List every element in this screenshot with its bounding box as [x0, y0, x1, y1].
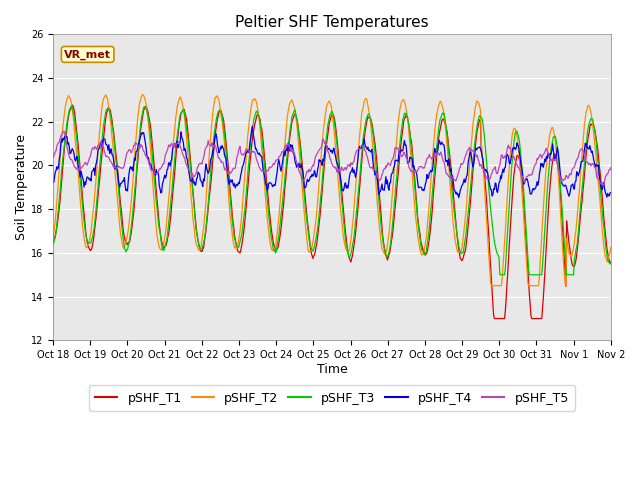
pSHF_T1	[607, 261, 614, 266]
pSHF_T4	[607, 190, 614, 196]
pSHF_T1	[49, 239, 57, 245]
pSHF_T1	[401, 115, 408, 121]
pSHF_T4	[455, 195, 463, 201]
pSHF_T5	[401, 150, 408, 156]
pSHF_T3	[401, 110, 408, 116]
pSHF_T5	[417, 164, 424, 169]
pSHF_T2	[607, 244, 614, 250]
pSHF_T2	[174, 101, 182, 107]
pSHF_T1	[174, 134, 182, 140]
pSHF_T4	[248, 123, 256, 129]
pSHF_T1	[68, 102, 76, 108]
pSHF_T3	[174, 128, 182, 133]
pSHF_T1	[117, 207, 125, 213]
pSHF_T4	[173, 139, 181, 144]
pSHF_T4	[116, 181, 124, 187]
pSHF_T5	[607, 165, 614, 170]
pSHF_T2	[417, 249, 424, 255]
pSHF_T5	[49, 155, 57, 160]
pSHF_T3	[68, 103, 76, 109]
Line: pSHF_T5: pSHF_T5	[53, 131, 611, 185]
pSHF_T5	[204, 143, 211, 149]
Y-axis label: Soil Temperature: Soil Temperature	[15, 134, 28, 240]
X-axis label: Time: Time	[317, 363, 348, 376]
Line: pSHF_T1: pSHF_T1	[53, 105, 611, 319]
pSHF_T3	[496, 272, 504, 277]
Title: Peltier SHF Temperatures: Peltier SHF Temperatures	[235, 15, 429, 30]
pSHF_T3	[204, 209, 211, 215]
Line: pSHF_T3: pSHF_T3	[53, 106, 611, 275]
pSHF_T2	[49, 234, 57, 240]
Legend: pSHF_T1, pSHF_T2, pSHF_T3, pSHF_T4, pSHF_T5: pSHF_T1, pSHF_T2, pSHF_T3, pSHF_T4, pSHF…	[89, 385, 575, 411]
pSHF_T4	[60, 135, 67, 141]
pSHF_T2	[138, 92, 146, 97]
pSHF_T1	[204, 214, 211, 220]
pSHF_T5	[600, 182, 607, 188]
pSHF_T2	[488, 283, 495, 288]
pSHF_T5	[174, 140, 182, 145]
Line: pSHF_T2: pSHF_T2	[53, 95, 611, 286]
pSHF_T4	[401, 138, 408, 144]
pSHF_T2	[116, 231, 124, 237]
Line: pSHF_T4: pSHF_T4	[53, 126, 611, 198]
pSHF_T5	[117, 166, 125, 171]
pSHF_T4	[417, 184, 424, 190]
pSHF_T3	[117, 218, 125, 224]
pSHF_T1	[60, 160, 67, 166]
pSHF_T3	[60, 154, 67, 160]
pSHF_T2	[204, 176, 211, 181]
pSHF_T3	[417, 242, 424, 248]
Text: VR_met: VR_met	[64, 49, 111, 60]
pSHF_T4	[203, 165, 211, 171]
pSHF_T1	[491, 316, 499, 322]
pSHF_T5	[60, 129, 67, 134]
pSHF_T2	[60, 121, 67, 127]
pSHF_T3	[49, 242, 57, 248]
pSHF_T3	[607, 261, 614, 266]
pSHF_T4	[49, 180, 57, 185]
pSHF_T5	[60, 128, 68, 134]
pSHF_T2	[401, 98, 408, 104]
pSHF_T1	[417, 238, 424, 244]
